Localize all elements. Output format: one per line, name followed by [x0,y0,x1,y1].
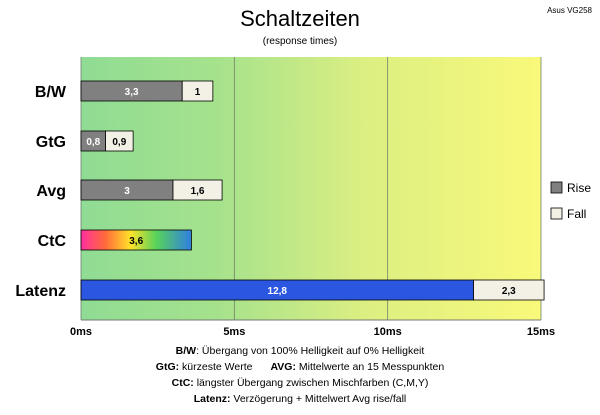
note-gtg-text: kürzeste Werte [179,361,253,373]
bar-label-fall-0: 1 [195,87,201,98]
note-bw-text: : Übergang von 100% Helligkeit auf 0% He… [196,345,425,357]
note-ctc-key: CtC: [171,377,194,389]
bar-label-rise-4: 12,8 [268,286,288,297]
note-bw-key: B/W [175,345,197,357]
bar-label-rise-2: 3 [124,186,130,197]
monitor-model: Asus VG258 [547,6,592,15]
category-label-0: B/W [35,84,67,101]
bar-rise-3 [80,229,192,251]
x-tick-label: 0ms [70,326,92,338]
chart-notes: B/W: Übergang von 100% Helligkeit auf 0%… [0,343,600,407]
legend-label-fall: Fall [567,207,586,221]
category-label-3: CtC [38,233,67,250]
legend-swatch-fall [550,207,563,220]
x-tick-label: 15ms [527,326,555,338]
note-lat-key: Latenz: [193,393,231,405]
legend-swatch-rise [550,181,563,194]
note-lat-text: Verzögerung + Mittelwert Avg rise/fall [230,393,407,405]
bar-fall-0 [181,80,214,102]
x-tick-label: 5ms [223,326,245,338]
note-gtg-key: GtG: [155,361,180,373]
bar-fall-1 [105,130,134,152]
note-gtg-avg: GtG: kürzeste Werte AVG: Mittelwerte an 1… [0,359,600,375]
note-latenz: Latenz: Verzögerung + Mittelwert Avg ris… [0,391,600,407]
bar-fall-4 [473,279,545,301]
chart-subtitle: (response times) [262,36,338,47]
note-bw: B/W: Übergang von 100% Helligkeit auf 0%… [0,343,600,359]
bar-fall-2 [172,179,223,201]
category-label-1: GtG [36,134,66,151]
chart-title: Schaltzeiten [240,6,360,31]
category-label-4: Latenz [15,283,66,300]
x-tick-label: 10ms [374,326,402,338]
note-avg-key: AVG: [270,361,296,373]
legend-label-rise: Rise [567,181,591,195]
bar-label-rise-0: 3,3 [125,87,139,98]
bar-label-rise-3: 3,6 [129,236,143,247]
note-ctc-text: längster Übergang zwischen Mischfarben (… [193,377,429,389]
bar-label-fall-4: 2,3 [502,286,516,297]
bar-label-fall-2: 1,6 [191,186,205,197]
note-ctc: CtC: längster Übergang zwischen Mischfar… [0,375,600,391]
note-avg-text: Mittelwerte an 15 Messpunkten [295,361,445,373]
bar-label-fall-1: 0,9 [112,137,126,148]
category-label-2: Avg [36,183,66,200]
bar-label-rise-1: 0,8 [86,137,100,148]
